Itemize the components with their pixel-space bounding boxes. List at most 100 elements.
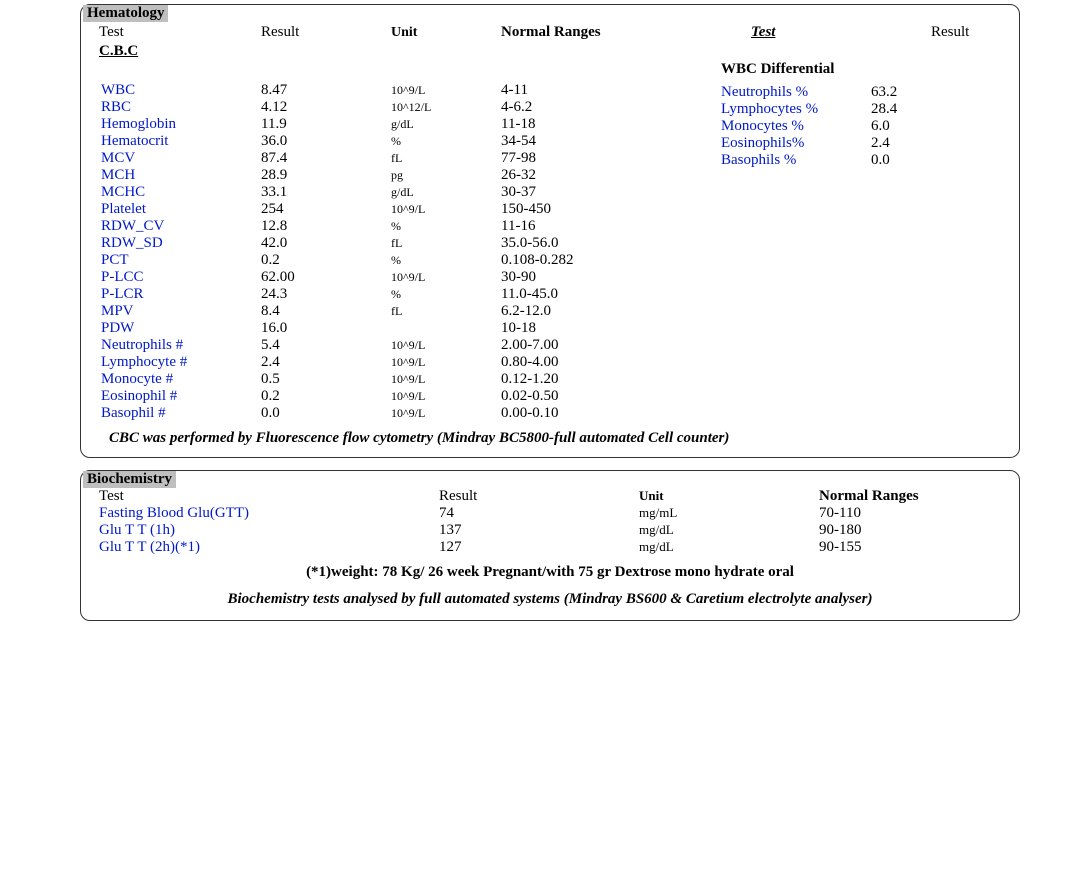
biochemistry-section-label: Biochemistry [83,471,176,488]
diff-name: Eosinophils% [711,135,871,152]
cbc-unit: 10^9/L [391,270,501,285]
bio-row: Glu T T (2h)(*1)127mg/dL90-155 [81,539,1019,556]
cbc-range: 30-90 [501,269,701,286]
cbc-test: PCT [101,252,261,269]
cbc-result: 28.9 [261,167,391,184]
cbc-subhead: C.B.C [81,43,1019,60]
cbc-unit: fL [391,236,501,251]
bio-hdr-result: Result [439,488,639,505]
cbc-range: 35.0-56.0 [501,235,701,252]
diff-value: 2.4 [871,135,931,152]
cbc-test: MCH [101,167,261,184]
hematology-section-label: Hematology [83,5,168,22]
cbc-unit: 10^9/L [391,202,501,217]
cbc-unit: fL [391,304,501,319]
cbc-range: 11-16 [501,218,701,235]
cbc-row: P-LCR24.3%11.0-45.0 [101,286,1019,303]
cbc-row: MPV8.4fL6.2-12.0 [101,303,1019,320]
biochemistry-panel: Biochemistry Test Result Unit Normal Ran… [80,470,1020,621]
diff-row: Monocytes %6.0 [711,118,991,135]
diff-name: Neutrophils % [711,84,871,101]
cbc-test: Hematocrit [101,133,261,150]
hematology-panel: Hematology Test Result Unit Normal Range… [80,4,1020,458]
cbc-range: 34-54 [501,133,701,150]
cbc-result: 36.0 [261,133,391,150]
cbc-test: WBC [101,82,261,99]
cbc-row: PDW16.010-18 [101,320,1019,337]
diff-name: Monocytes % [711,118,871,135]
cbc-range: 0.02-0.50 [501,388,701,405]
cbc-test: RBC [101,99,261,116]
bio-unit: mg/dL [639,522,819,538]
bio-result: 127 [439,539,639,556]
cbc-row: MCH28.9pg26-32 [101,167,1019,184]
bio-row: Fasting Blood Glu(GTT)74mg/mL70-110 [81,505,1019,522]
cbc-range: 11.0-45.0 [501,286,701,303]
cbc-unit: g/dL [391,185,501,200]
diff-value: 63.2 [871,84,931,101]
cbc-range: 150-450 [501,201,701,218]
bio-range: 90-155 [819,539,979,556]
cbc-result: 24.3 [261,286,391,303]
diff-name: Basophils % [711,152,871,169]
cbc-unit: fL [391,151,501,166]
cbc-test: P-LCR [101,286,261,303]
cbc-range: 0.108-0.282 [501,252,701,269]
cbc-result: 8.47 [261,82,391,99]
wbc-differential-block: WBC Differential Neutrophils %63.2Lympho… [711,61,991,169]
cbc-result: 16.0 [261,320,391,337]
cbc-test: MPV [101,303,261,320]
cbc-row: PCT0.2%0.108-0.282 [101,252,1019,269]
cbc-result: 0.2 [261,388,391,405]
cbc-test: P-LCC [101,269,261,286]
cbc-row: Monocyte #0.510^9/L0.12-1.20 [101,371,1019,388]
cbc-row: RDW_SD42.0fL35.0-56.0 [101,235,1019,252]
cbc-unit: 10^9/L [391,338,501,353]
bio-row: Glu T T (1h)137mg/dL90-180 [81,522,1019,539]
bio-range: 90-180 [819,522,979,539]
cbc-range: 10-18 [501,320,701,337]
cbc-test: Basophil # [101,405,261,422]
bio-hdr-test: Test [99,488,439,505]
bio-hdr-range: Normal Ranges [819,488,979,505]
cbc-result: 42.0 [261,235,391,252]
cbc-unit: 10^12/L [391,100,501,115]
cbc-unit: 10^9/L [391,372,501,387]
cbc-range: 0.80-4.00 [501,354,701,371]
cbc-range: 0.00-0.10 [501,405,701,422]
diff-value: 0.0 [871,152,931,169]
diff-row: Lymphocytes %28.4 [711,101,991,118]
diff-row: Basophils %0.0 [711,152,991,169]
cbc-row: MCHC33.1g/dL30-37 [101,184,1019,201]
cbc-test: RDW_CV [101,218,261,235]
cbc-row: Basophil #0.010^9/L0.00-0.10 [101,405,1019,422]
cbc-result: 62.00 [261,269,391,286]
cbc-row: Eosinophil #0.210^9/L0.02-0.50 [101,388,1019,405]
biochemistry-header-row: Test Result Unit Normal Ranges [81,488,1019,505]
diff-row: Neutrophils %63.2 [711,84,991,101]
cbc-row: Lymphocyte #2.410^9/L0.80-4.00 [101,354,1019,371]
bio-test: Fasting Blood Glu(GTT) [99,505,439,522]
hematology-header-row: Test Result Unit Normal Ranges Test Resu… [81,22,1019,41]
cbc-result: 0.5 [261,371,391,388]
cbc-test: MCV [101,150,261,167]
cbc-result: 2.4 [261,354,391,371]
cbc-range: 26-32 [501,167,701,184]
bio-unit: mg/dL [639,539,819,555]
cbc-result: 0.0 [261,405,391,422]
diff-value: 28.4 [871,101,931,118]
cbc-result: 11.9 [261,116,391,133]
cbc-test: Platelet [101,201,261,218]
hematology-note: CBC was performed by Fluorescence flow c… [81,422,1019,447]
cbc-test: MCHC [101,184,261,201]
bio-unit: mg/mL [639,505,819,521]
cbc-unit: % [391,253,501,268]
cbc-range: 77-98 [501,150,701,167]
cbc-unit: 10^9/L [391,355,501,370]
cbc-row: Platelet25410^9/L150-450 [101,201,1019,218]
bio-result: 74 [439,505,639,522]
cbc-row: P-LCC62.0010^9/L30-90 [101,269,1019,286]
wbc-differential-title: WBC Differential [721,61,991,78]
cbc-unit: 10^9/L [391,389,501,404]
cbc-unit: % [391,287,501,302]
